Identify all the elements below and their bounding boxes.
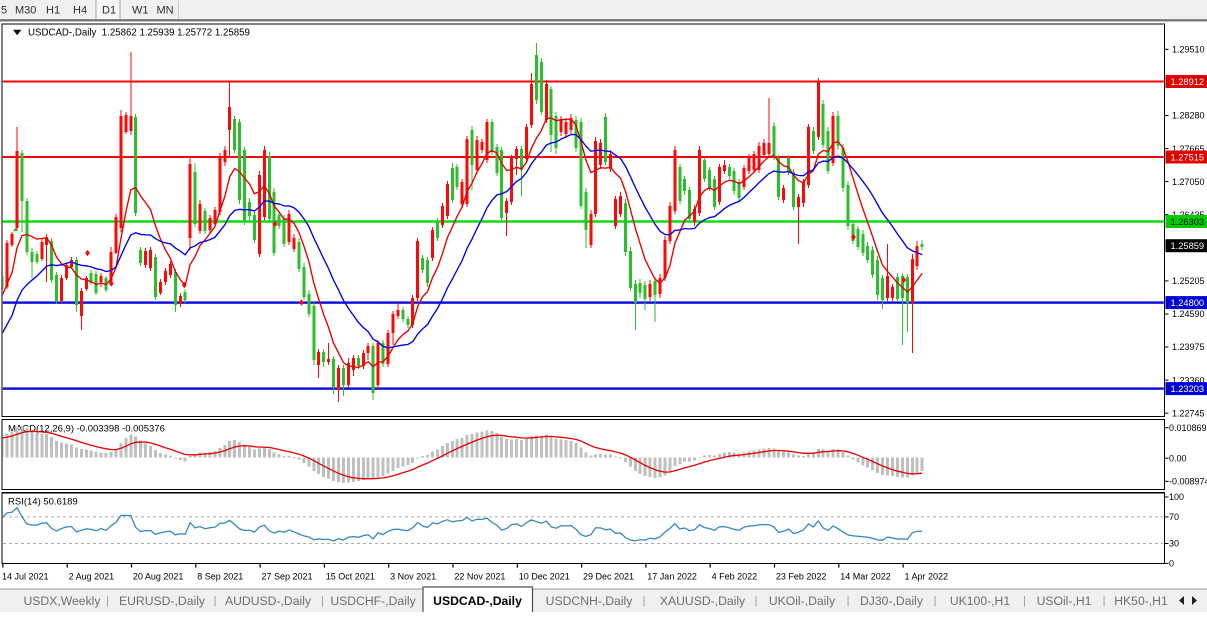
svg-text:1.26303: 1.26303 — [1171, 217, 1205, 227]
svg-text:USDCAD-,Daily: USDCAD-,Daily — [433, 594, 522, 608]
svg-text:USDX,Weekly: USDX,Weekly — [24, 594, 102, 608]
svg-text:EURUSD-,Daily: EURUSD-,Daily — [119, 594, 206, 608]
svg-text:0.010869: 0.010869 — [1169, 423, 1207, 433]
svg-text:M30: M30 — [15, 5, 36, 17]
svg-text:UKOil-,Daily: UKOil-,Daily — [769, 594, 836, 608]
svg-text:29 Dec 2021: 29 Dec 2021 — [583, 572, 634, 582]
svg-text:W1: W1 — [132, 5, 149, 17]
svg-text:1.28280: 1.28280 — [1172, 111, 1205, 121]
svg-text:1.29510: 1.29510 — [1172, 45, 1205, 55]
svg-text:|: | — [847, 595, 850, 607]
svg-text:D1: D1 — [102, 5, 116, 17]
svg-text:100: 100 — [1169, 492, 1184, 502]
svg-text:|: | — [321, 595, 324, 607]
svg-text:23 Feb 2022: 23 Feb 2022 — [776, 572, 827, 582]
svg-text:UK100-,H1: UK100-,H1 — [950, 594, 1011, 608]
svg-text:30: 30 — [1169, 539, 1179, 549]
svg-text:1.25859: 1.25859 — [1171, 241, 1205, 251]
svg-text:1.25205: 1.25205 — [1172, 276, 1205, 286]
svg-text:DJ30-,Daily: DJ30-,Daily — [860, 594, 924, 608]
svg-text:HK50-,H1: HK50-,H1 — [1114, 594, 1168, 608]
svg-text:4 Feb 2022: 4 Feb 2022 — [712, 572, 758, 582]
svg-text:MN: MN — [157, 5, 174, 17]
svg-text:27 Sep 2021: 27 Sep 2021 — [262, 572, 313, 582]
svg-text:|: | — [106, 595, 109, 607]
svg-text:15 Oct 2021: 15 Oct 2021 — [326, 572, 375, 582]
svg-text:8 Sep 2021: 8 Sep 2021 — [197, 572, 243, 582]
svg-text:H4: H4 — [73, 5, 87, 17]
svg-text:3 Nov 2021: 3 Nov 2021 — [390, 572, 436, 582]
svg-text:14 Mar 2022: 14 Mar 2022 — [840, 572, 891, 582]
svg-text:1.24800: 1.24800 — [1171, 298, 1205, 308]
svg-text:70: 70 — [1169, 512, 1179, 522]
svg-text:|: | — [755, 595, 758, 607]
svg-text:20 Aug 2021: 20 Aug 2021 — [133, 572, 184, 582]
svg-text:|: | — [934, 595, 937, 607]
svg-text:17 Jan 2022: 17 Jan 2022 — [647, 572, 697, 582]
svg-text:USDCNH-,Daily: USDCNH-,Daily — [546, 594, 634, 608]
svg-text:0: 0 — [1169, 559, 1174, 569]
svg-text:USOil-,H1: USOil-,H1 — [1037, 594, 1092, 608]
svg-text:AUDUSD-,Daily: AUDUSD-,Daily — [225, 594, 312, 608]
svg-text:1.23203: 1.23203 — [1171, 384, 1205, 394]
svg-text:1.24590: 1.24590 — [1172, 309, 1205, 319]
svg-text:-0.008974: -0.008974 — [1169, 477, 1207, 487]
svg-text:10 Dec 2021: 10 Dec 2021 — [519, 572, 570, 582]
svg-text:|: | — [214, 595, 217, 607]
svg-text:H1: H1 — [46, 5, 60, 17]
svg-text:1.23975: 1.23975 — [1172, 342, 1205, 352]
svg-text:USDCAD-,Daily 1.25862 1.25939: USDCAD-,Daily 1.25862 1.25939 1.25772 1.… — [28, 28, 250, 39]
svg-text:|: | — [1103, 595, 1106, 607]
svg-text:1.27515: 1.27515 — [1171, 152, 1205, 162]
svg-text:1.28912: 1.28912 — [1171, 77, 1205, 87]
svg-text:5: 5 — [1, 5, 7, 17]
svg-text:22 Nov 2021: 22 Nov 2021 — [454, 572, 505, 582]
svg-text:RSI(14) 50.6189: RSI(14) 50.6189 — [8, 497, 78, 508]
svg-text:1 Apr 2022: 1 Apr 2022 — [905, 572, 949, 582]
svg-text:2 Aug 2021: 2 Aug 2021 — [69, 572, 115, 582]
svg-text:USDCHF-,Daily: USDCHF-,Daily — [330, 594, 416, 608]
svg-text:XAUUSD-,Daily: XAUUSD-,Daily — [660, 594, 746, 608]
svg-text:14 Jul 2021: 14 Jul 2021 — [2, 572, 49, 582]
svg-text:1.22745: 1.22745 — [1172, 408, 1205, 418]
svg-text:1.27050: 1.27050 — [1172, 177, 1205, 187]
svg-text:0.00: 0.00 — [1169, 453, 1187, 463]
svg-text:|: | — [1023, 595, 1026, 607]
svg-text:|: | — [643, 595, 646, 607]
